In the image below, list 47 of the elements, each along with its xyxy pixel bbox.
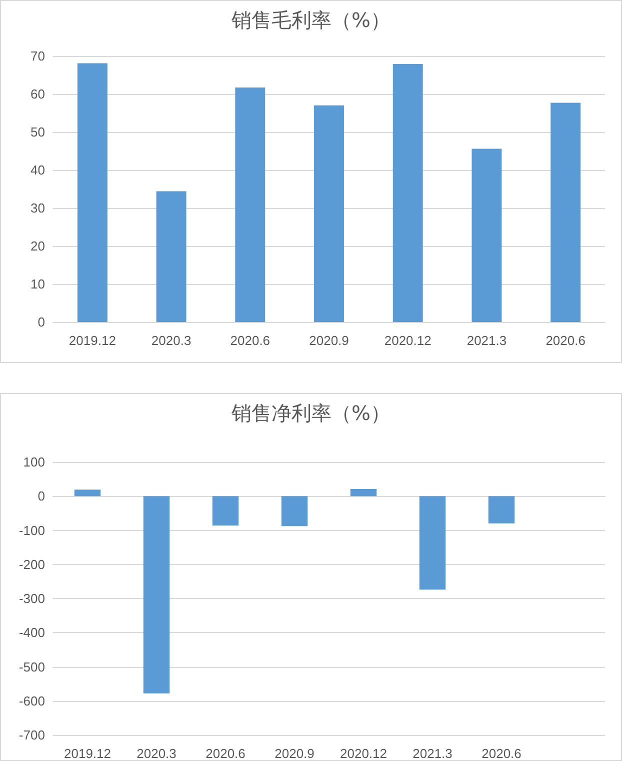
y-tick-label: 10 xyxy=(30,276,45,292)
y-tick-label: -200 xyxy=(18,556,45,572)
y-tick-label: -700 xyxy=(18,728,45,742)
y-tick-label: -600 xyxy=(18,693,45,708)
bar xyxy=(488,496,515,524)
x-tick-label: 2020.9 xyxy=(274,746,314,761)
y-tick-label: 100 xyxy=(23,454,45,470)
chart-title: 销售净利率（%） xyxy=(230,401,391,425)
bar xyxy=(281,496,308,526)
y-tick-label: 0 xyxy=(38,314,45,330)
bar xyxy=(74,490,101,496)
bar xyxy=(314,105,344,322)
x-tick-label: 2020.6 xyxy=(482,746,522,761)
chart-title: 销售毛利率（%） xyxy=(230,8,391,32)
x-tick-label: 2020.3 xyxy=(136,746,176,761)
y-tick-label: -300 xyxy=(18,591,45,606)
x-tick-label: 2019.12 xyxy=(68,333,116,348)
bar xyxy=(392,64,423,322)
bar xyxy=(350,488,377,496)
bar xyxy=(550,102,581,322)
y-tick-label: 60 xyxy=(30,86,45,102)
y-tick-label: -400 xyxy=(18,625,45,640)
y-tick-label: 20 xyxy=(30,238,45,254)
y-tick-label: 30 xyxy=(30,200,45,216)
x-tick-label: 2020.3 xyxy=(151,333,192,348)
bar xyxy=(419,496,446,590)
bar xyxy=(77,63,108,322)
bar xyxy=(472,148,502,322)
y-tick-label: 70 xyxy=(30,48,45,64)
x-tick-label: 2020.12 xyxy=(384,333,432,348)
x-tick-label: 2021.3 xyxy=(412,746,452,761)
x-tick-label: 2020.12 xyxy=(340,746,387,761)
y-tick-label: 50 xyxy=(30,124,45,140)
y-tick-label: 0 xyxy=(38,488,45,504)
bar xyxy=(235,88,266,322)
y-tick-label: -500 xyxy=(18,659,45,674)
x-tick-label: 2021.3 xyxy=(466,333,507,348)
x-tick-label: 2020.6 xyxy=(206,746,246,761)
y-tick-label: 40 xyxy=(30,162,45,178)
bar xyxy=(143,496,170,694)
x-tick-label: 2020.9 xyxy=(309,333,349,348)
bar xyxy=(156,191,186,322)
x-tick-label: 2019.12 xyxy=(64,746,111,761)
x-tick-label: 2020.6 xyxy=(546,333,586,348)
x-tick-label: 2020.6 xyxy=(230,333,270,348)
y-tick-label: -100 xyxy=(18,522,45,538)
bar xyxy=(212,496,239,526)
